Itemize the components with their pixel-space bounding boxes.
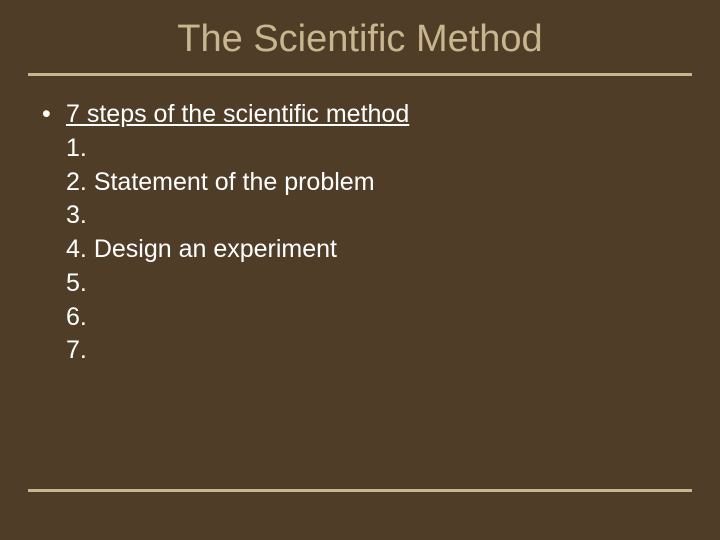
bottom-underline bbox=[28, 489, 692, 492]
slide: The Scientific Method • 7 steps of the s… bbox=[0, 0, 720, 540]
step-item: 7. bbox=[66, 334, 680, 368]
step-item: 1. bbox=[66, 132, 680, 166]
step-num: 4. bbox=[66, 235, 87, 263]
steps-list: 1. 2. Statement of the problem 3. 4. Des… bbox=[40, 132, 680, 368]
slide-title: The Scientific Method bbox=[0, 18, 720, 61]
step-text: Design an experiment bbox=[94, 235, 337, 263]
content-area: • 7 steps of the scientific method 1. 2.… bbox=[0, 76, 720, 368]
step-num: 5. bbox=[66, 269, 87, 297]
step-num: 1. bbox=[66, 134, 87, 162]
bullet-row: • 7 steps of the scientific method bbox=[40, 98, 680, 132]
step-text: Statement of the problem bbox=[94, 168, 375, 196]
step-item: 5. bbox=[66, 267, 680, 301]
bullet-text: 7 steps of the scientific method bbox=[66, 98, 409, 132]
step-item: 6. bbox=[66, 301, 680, 335]
step-item: 4. Design an experiment bbox=[66, 233, 680, 267]
step-item: 2. Statement of the problem bbox=[66, 166, 680, 200]
step-num: 6. bbox=[66, 303, 87, 331]
step-num: 3. bbox=[66, 201, 87, 229]
step-item: 3. bbox=[66, 199, 680, 233]
title-area: The Scientific Method bbox=[0, 0, 720, 69]
step-num: 7. bbox=[66, 336, 87, 364]
bullet-marker: • bbox=[40, 98, 66, 132]
step-num: 2. bbox=[66, 168, 87, 196]
